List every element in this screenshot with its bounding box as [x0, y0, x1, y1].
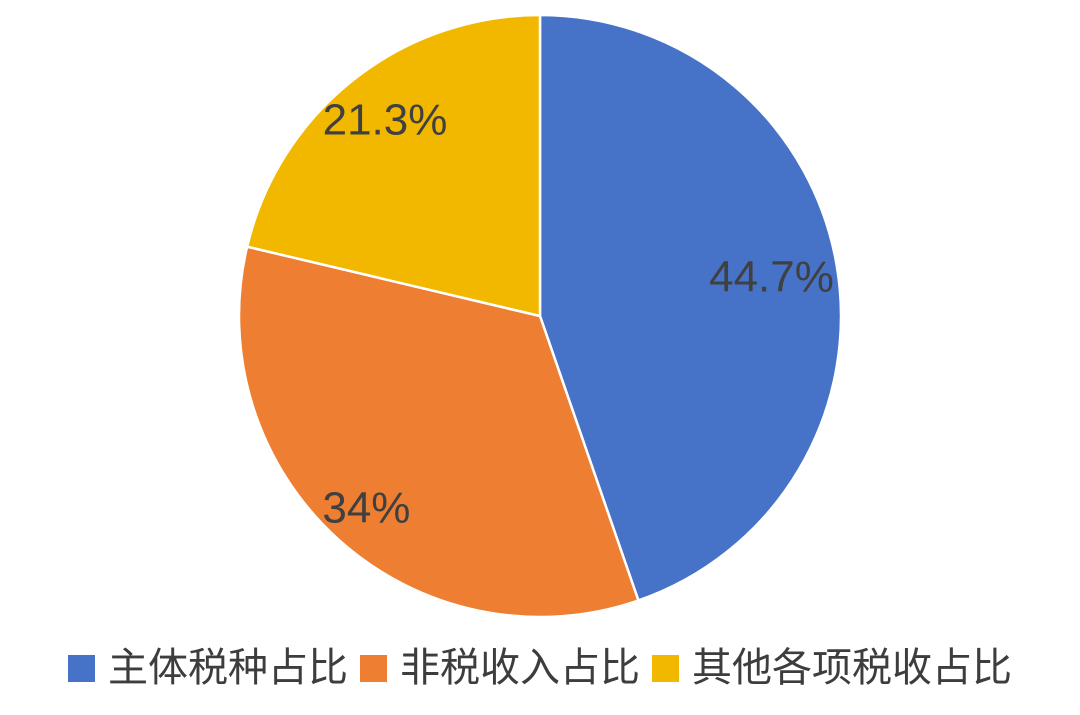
legend-swatch-orange-icon — [360, 654, 387, 682]
slice-data-label-1: 34% — [322, 484, 410, 533]
legend-label-main-tax: 主体税种占比 — [108, 645, 348, 690]
legend-item-nontax-income: 非税收入占比 — [360, 644, 640, 692]
legend-item-main-tax: 主体税种占比 — [68, 644, 348, 692]
legend-item-other-taxes: 其他各项税收占比 — [652, 644, 1012, 692]
legend-swatch-blue-icon — [68, 654, 95, 682]
pie-slice-2 — [245, 13, 542, 318]
legend-label-nontax-income: 非税收入占比 — [400, 645, 640, 690]
pie-slice-1 — [237, 245, 640, 619]
slice-data-label-0: 44.7% — [709, 253, 834, 302]
chart-legend: 主体税种占比 非税收入占比 其他各项税收占比 — [0, 644, 1080, 692]
legend-label-other-taxes: 其他各项税收占比 — [692, 645, 1012, 690]
legend-swatch-gold-icon — [652, 654, 679, 682]
pie-slice-0 — [538, 13, 843, 602]
slice-data-label-2: 21.3% — [323, 96, 448, 145]
